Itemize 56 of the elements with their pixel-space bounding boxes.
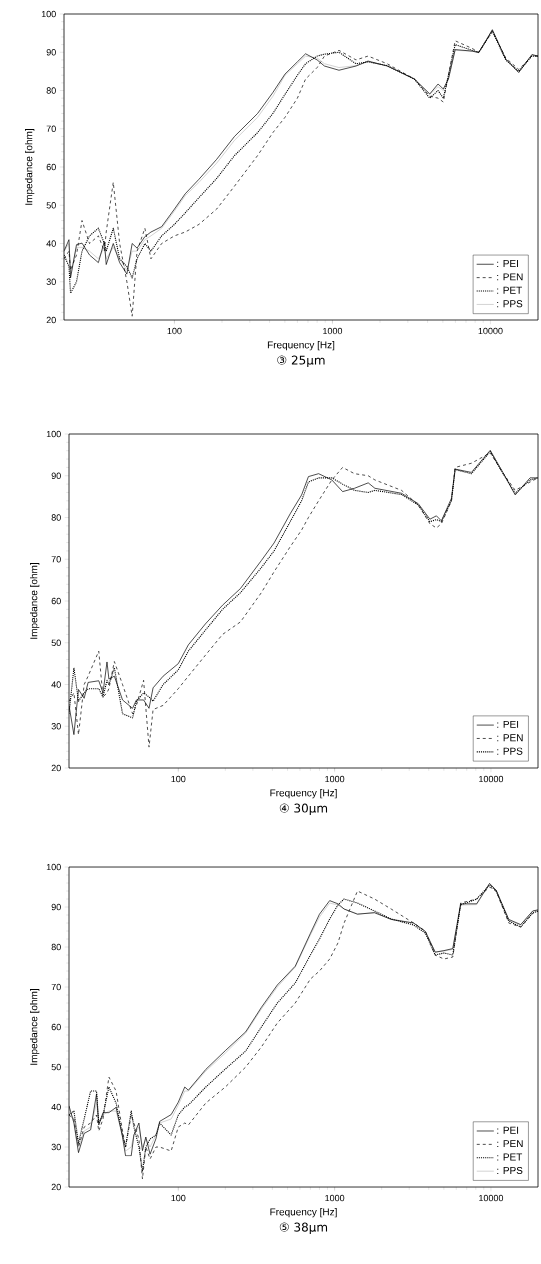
y-tick-label: 80	[46, 87, 56, 94]
y-tick-label: 90	[46, 49, 56, 56]
x-tick-label: 100	[171, 1194, 186, 1202]
y-tick-label: 100	[41, 10, 56, 18]
y-tick-label: 40	[46, 240, 56, 247]
legend-label: : PPS	[497, 747, 523, 755]
y-tick-label: 40	[51, 681, 61, 688]
x-tick-label: 10000	[478, 327, 503, 335]
x-axis-title: Frequency [Hz]	[267, 341, 335, 351]
y-tick-label: 20	[51, 1183, 61, 1191]
text: ③ 25μm	[277, 355, 325, 367]
y-tick-label: 50	[46, 202, 56, 209]
x-tick-label: 1000	[325, 1194, 345, 1202]
x-tick-label: 1000	[325, 775, 345, 783]
x-tick-label: 100	[167, 327, 182, 335]
y-tick-label: 70	[51, 556, 61, 563]
y-tick-label: 20	[51, 764, 61, 772]
legend-label: : PPS	[497, 1166, 523, 1175]
x-tick-label: 10000	[479, 775, 504, 783]
legend-label: : PEN	[497, 734, 523, 742]
x-tick-label: 1000	[323, 327, 343, 335]
y-tick-label: 50	[51, 1063, 61, 1071]
y-axis-title: Impedance [ohm]	[25, 129, 35, 205]
y-tick-label: 70	[51, 983, 61, 991]
y-tick-label: 60	[51, 597, 61, 605]
x-axis-title: Frequency [Hz]	[270, 1208, 337, 1218]
y-tick-label: 30	[51, 1143, 61, 1151]
y-axis-title: Impedance [ohm]	[30, 989, 40, 1065]
y-axis-title: Impedance [ohm]	[30, 563, 40, 639]
text: ④ 30μm	[279, 803, 328, 815]
text: ⑤ 38μm	[279, 1222, 328, 1234]
y-tick-label: 50	[51, 639, 61, 646]
y-tick-label: 80	[51, 943, 61, 951]
y-tick-label: 60	[51, 1023, 61, 1031]
legend-label: : PEI	[497, 260, 518, 267]
legend-label: : PPS	[497, 300, 523, 308]
y-tick-label: 30	[51, 723, 61, 730]
legend-label: : PET	[497, 1153, 523, 1161]
y-tick-label: 80	[51, 514, 61, 521]
x-axis-title: Frequency [Hz]	[270, 789, 337, 799]
x-tick-label: 10000	[479, 1194, 504, 1202]
y-tick-label: 60	[46, 163, 56, 171]
y-tick-label: 90	[51, 472, 61, 479]
y-tick-label: 70	[46, 125, 56, 132]
legend-label: : PEI	[497, 1126, 519, 1134]
y-tick-label: 40	[51, 1103, 61, 1111]
legend-label: : PEI	[497, 720, 519, 728]
y-tick-label: 90	[51, 903, 61, 911]
x-tick-label: 100	[171, 775, 186, 783]
y-tick-label: 30	[46, 278, 56, 285]
y-tick-label: 20	[46, 316, 56, 324]
legend-label: : PEN	[497, 1140, 523, 1148]
y-tick-label: 100	[46, 863, 61, 871]
y-tick-label: 100	[46, 430, 61, 438]
legend-label: : PEN	[497, 273, 523, 281]
legend-label: : PET	[497, 286, 522, 294]
